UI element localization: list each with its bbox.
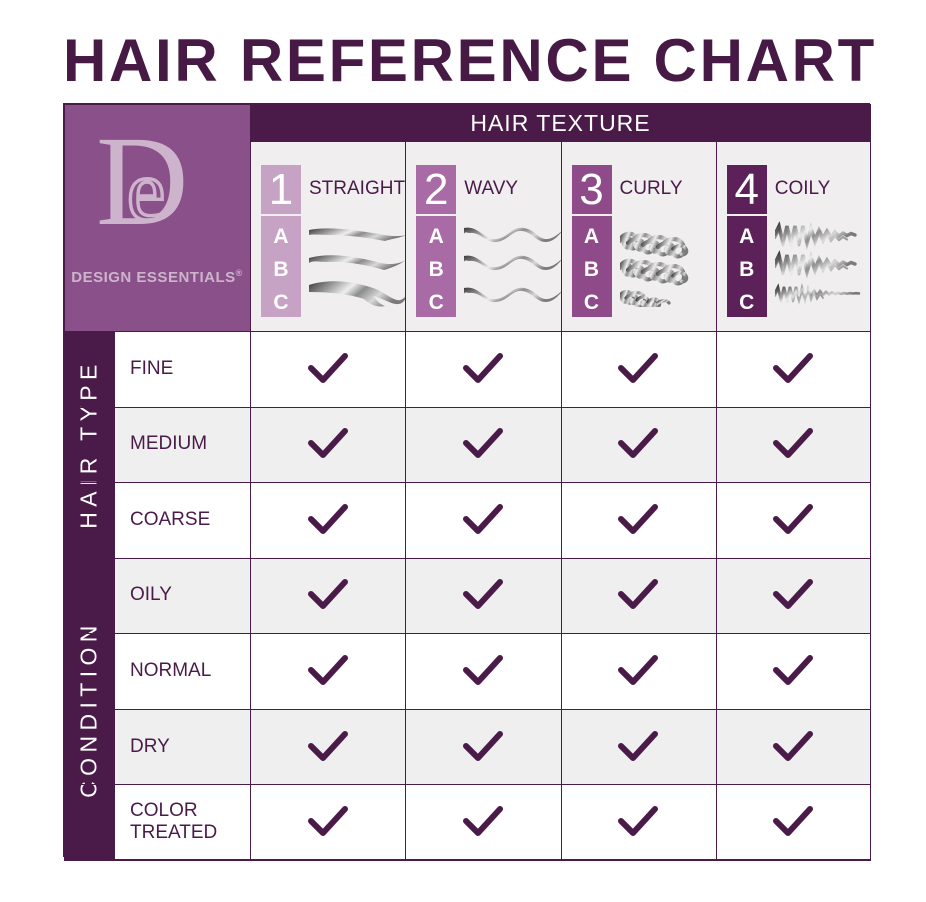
svg-text:e: e [127,142,165,238]
